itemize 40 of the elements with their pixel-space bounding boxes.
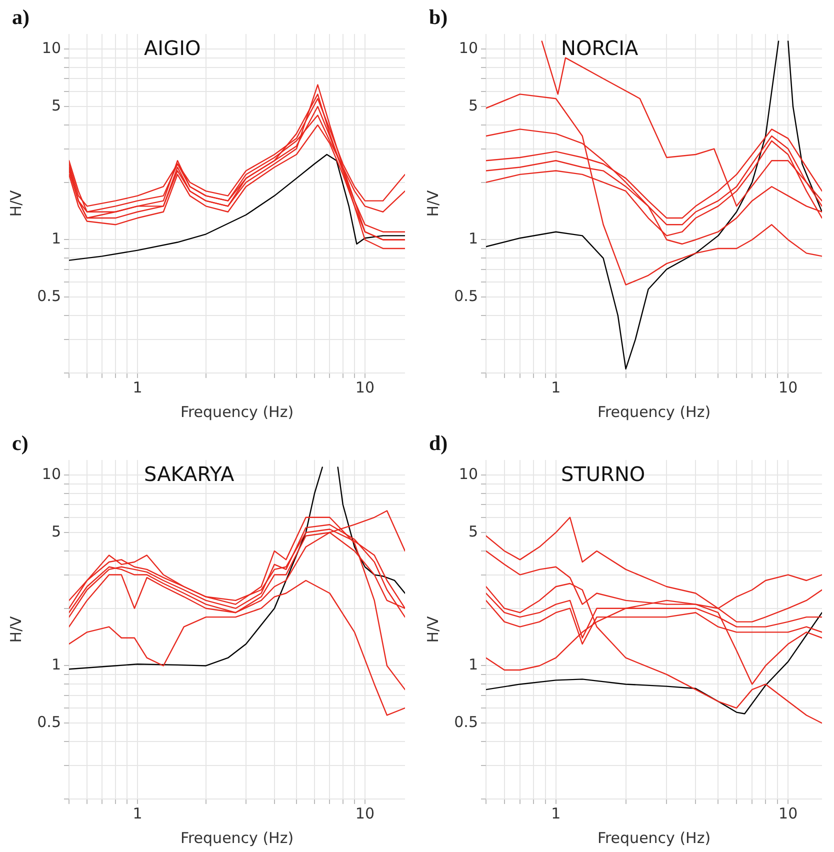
x-tick-label: 10 — [355, 804, 374, 822]
x-tick-label: 10 — [355, 378, 374, 396]
y-tick-label: 0.5 — [37, 713, 61, 732]
x-axis-title: Frequency (Hz) — [597, 402, 711, 421]
y-axis-title: H/V — [6, 189, 25, 217]
chart-title: NORCIA — [561, 36, 638, 60]
x-axis-title: Frequency (Hz) — [180, 828, 294, 847]
y-tick-label: 1 — [468, 656, 478, 674]
x-axis-title: Frequency (Hz) — [180, 402, 294, 421]
y-tick-label: 5 — [51, 96, 61, 114]
text: b) — [429, 4, 448, 29]
y-tick-label: 0.5 — [454, 713, 478, 732]
text: a) — [12, 4, 30, 29]
chart-title: STURNO — [561, 462, 646, 486]
y-tick-label: 10 — [458, 38, 478, 57]
y-tick-label: 1 — [468, 230, 478, 248]
y-tick-label: 5 — [468, 522, 478, 540]
y-axis-title: H/V — [424, 615, 442, 643]
x-tick-label: 1 — [132, 804, 142, 822]
y-axis-title: H/V — [424, 189, 442, 217]
y-tick-label: 1 — [51, 230, 61, 248]
x-tick-label: 10 — [778, 378, 798, 396]
y-tick-label: 10 — [458, 464, 478, 483]
y-tick-label: 1 — [51, 656, 61, 674]
y-axis-title: H/V — [6, 615, 25, 643]
x-tick-label: 1 — [551, 378, 561, 396]
text: d) — [429, 430, 448, 455]
chart-title: SAKARYA — [144, 462, 234, 486]
x-tick-label: 1 — [132, 378, 142, 396]
y-tick-label: 0.5 — [37, 287, 61, 306]
y-tick-label: 5 — [468, 96, 478, 114]
x-tick-label: 1 — [551, 804, 561, 822]
x-tick-label: 10 — [778, 804, 798, 822]
y-tick-label: 0.5 — [454, 287, 478, 306]
x-axis-title: Frequency (Hz) — [597, 828, 711, 847]
chart-title: AIGIO — [144, 36, 201, 60]
y-tick-label: 5 — [51, 522, 61, 540]
y-tick-label: 10 — [42, 38, 61, 57]
text: c) — [12, 430, 28, 455]
y-tick-label: 10 — [42, 464, 61, 483]
